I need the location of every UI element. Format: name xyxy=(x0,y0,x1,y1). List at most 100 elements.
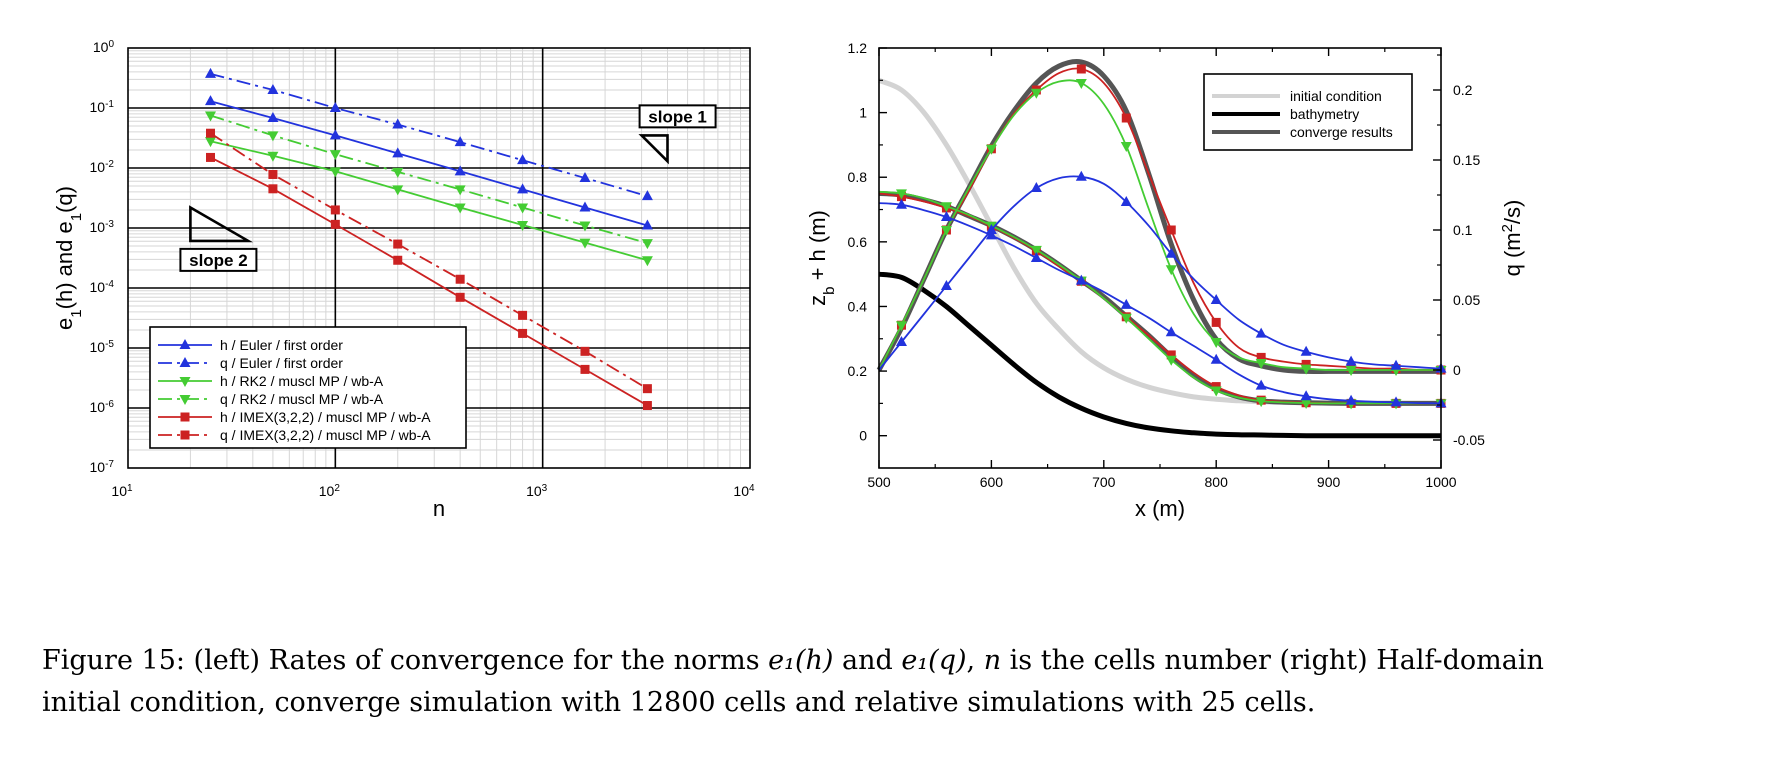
legend-label-initial-condition: initial condition xyxy=(1290,88,1382,104)
series-line-q-rk2-muscl-mp-wb-a xyxy=(210,114,648,244)
data-point-rk2-z-b-h xyxy=(1300,399,1312,410)
y-tick-label: 10-2 xyxy=(90,159,115,176)
label-box-slope-2 xyxy=(179,247,258,272)
legend-marker-q-rk2-muscl-mp-wb-a xyxy=(179,395,191,405)
legend-label-h-euler-first-order: h / Euler / first order xyxy=(220,337,343,353)
convergence-chart: 101 102 103 104 100 10-1 10-2 10-3 10-4 10-5 10-6 1… xyxy=(52,39,755,522)
x-tick-label: 700 xyxy=(1092,474,1116,490)
data-point-euler-z-b-h xyxy=(1120,298,1132,309)
data-point-imex-q xyxy=(1256,352,1266,362)
y-tick-label: 10-3 xyxy=(90,219,115,236)
x-tick-label: 500 xyxy=(867,474,891,490)
data-point-h-rk2-muscl-mp-wb-a xyxy=(454,203,466,214)
slope-annotations: slope 1 slope 2 xyxy=(179,104,717,272)
data-point-euler-z-b-h xyxy=(1390,396,1402,407)
data-point-q-euler-first-order xyxy=(329,102,341,112)
series-line-q-imex-3-2-2-muscl-mp-wb-a xyxy=(210,132,648,390)
x-tick-label: 1000 xyxy=(1425,474,1456,490)
data-point-h-imex-3-2-2-muscl-mp-wb-a xyxy=(330,219,340,229)
data-point-euler-z-b-h xyxy=(1210,353,1222,364)
data-point-euler-q xyxy=(1300,345,1312,356)
data-point-q-imex-3-2-2-muscl-mp-wb-a xyxy=(330,205,340,215)
label-slope-2: slope 2 xyxy=(189,251,248,270)
label-slope-1: slope 1 xyxy=(648,107,707,126)
y-tick-label: 10-5 xyxy=(90,339,115,356)
data-point-rk2-z-b-h xyxy=(1210,386,1222,397)
data-point-h-euler-first-order xyxy=(517,183,529,194)
data-point-rk2-z-b-h xyxy=(1255,397,1267,408)
legend-marker-h-imex-3-2-2-muscl-mp-wb-a xyxy=(180,412,190,422)
y-tick-label: 100 xyxy=(93,39,115,56)
data-point-q-rk2-muscl-mp-wb-a xyxy=(517,203,529,214)
data-point-euler-z-b-h xyxy=(1345,394,1357,405)
data-point-q-rk2-muscl-mp-wb-a xyxy=(641,239,653,250)
data-point-q-euler-first-order xyxy=(641,190,653,201)
data-point-q-imex-3-2-2-muscl-mp-wb-a xyxy=(393,239,403,249)
data-point-imex-q xyxy=(1076,64,1086,74)
caption-text: , xyxy=(966,645,984,676)
data-point-euler-q xyxy=(1255,327,1267,338)
y2-tick-label: 0.15 xyxy=(1453,152,1480,168)
data-point-q-rk2-muscl-mp-wb-a xyxy=(205,111,217,122)
data-point-h-imex-3-2-2-muscl-mp-wb-a xyxy=(268,184,278,194)
data-point-euler-z-b-h xyxy=(1075,274,1087,285)
y2-tick-label: 0 xyxy=(1453,362,1461,378)
data-point-q-imex-3-2-2-muscl-mp-wb-a xyxy=(518,310,528,320)
data-point-rk2-q xyxy=(1165,265,1177,276)
caption-math: e₁(h) xyxy=(768,645,834,676)
data-point-euler-q xyxy=(1390,359,1402,370)
data-point-rk2-z-b-h xyxy=(1165,355,1177,366)
data-point-h-euler-first-order xyxy=(267,112,279,123)
data-point-h-rk2-muscl-mp-wb-a xyxy=(205,137,217,148)
legend-label-h-rk2-muscl-mp-wb-a: h / RK2 / muscl MP / wb-A xyxy=(220,373,384,389)
data-point-euler-q xyxy=(1075,170,1087,181)
y-tick-label: 10-7 xyxy=(90,459,115,476)
data-point-h-rk2-muscl-mp-wb-a xyxy=(517,221,529,232)
y-tick-label: 10-4 xyxy=(90,279,115,296)
legend-label-h-imex-3-2-2-muscl-mp-wb-a: h / IMEX(3,2,2) / muscl MP / wb-A xyxy=(220,409,431,425)
data-point-rk2-q xyxy=(1120,142,1132,152)
data-point-imex-z-b-h xyxy=(1166,350,1176,360)
convergence-series xyxy=(205,67,653,411)
data-point-euler-z-b-h xyxy=(940,210,952,221)
y-tick-label: 1.2 xyxy=(848,40,868,56)
x-tick-label: 102 xyxy=(319,483,341,500)
data-point-rk2-q xyxy=(895,321,907,332)
y-axis-title: zb + h (m) xyxy=(805,210,838,306)
data-point-euler-q xyxy=(1120,196,1132,206)
data-point-h-imex-3-2-2-muscl-mp-wb-a xyxy=(206,152,216,162)
y-tick-label: 0.8 xyxy=(848,169,868,185)
y-tick-label: 0.4 xyxy=(848,298,868,314)
data-point-q-rk2-muscl-mp-wb-a xyxy=(267,131,279,142)
data-point-euler-q xyxy=(1165,247,1177,258)
x-tick-label: 104 xyxy=(733,483,755,500)
legend-marker-h-rk2-muscl-mp-wb-a xyxy=(179,377,191,387)
data-point-h-imex-3-2-2-muscl-mp-wb-a xyxy=(393,255,403,265)
caption-text: is the cells number (right) Half-domain xyxy=(1001,645,1544,676)
y2-axis-title: q (m2/s) xyxy=(1499,200,1526,277)
data-point-h-rk2-muscl-mp-wb-a xyxy=(579,238,591,249)
data-point-h-euler-first-order xyxy=(641,219,653,230)
convergence-axes: 101 102 103 104 100 10-1 10-2 10-3 10-4 10-5 10-6 1… xyxy=(52,39,755,522)
series-line-h-rk2-muscl-mp-wb-a xyxy=(210,140,648,262)
data-point-euler-z-b-h xyxy=(1255,379,1267,390)
data-point-euler-q xyxy=(1345,355,1357,366)
data-point-h-imex-3-2-2-muscl-mp-wb-a xyxy=(580,364,590,374)
x-tick-label: 900 xyxy=(1317,474,1341,490)
profile-series xyxy=(876,58,1447,439)
data-point-rk2-q xyxy=(985,144,997,155)
caption-line-2: initial condition, converge simulation w… xyxy=(42,687,1316,718)
profile-legend: initial condition bathymetry converge resu… xyxy=(1203,73,1413,151)
data-point-rk2-z-b-h xyxy=(1120,313,1132,324)
data-point-rk2-q xyxy=(1255,359,1267,369)
data-point-euler-z-b-h xyxy=(895,198,907,209)
series-line-h-euler-first-order xyxy=(210,100,648,227)
legend-box xyxy=(149,326,467,449)
data-point-rk2-q xyxy=(1300,364,1312,375)
series-line-bathymetry xyxy=(878,271,1441,439)
data-point-euler-q xyxy=(985,224,997,234)
caption-math: n xyxy=(983,645,1002,676)
data-point-q-euler-first-order xyxy=(205,67,217,78)
data-point-euler-q xyxy=(1030,182,1042,192)
data-point-q-euler-first-order xyxy=(392,118,404,129)
